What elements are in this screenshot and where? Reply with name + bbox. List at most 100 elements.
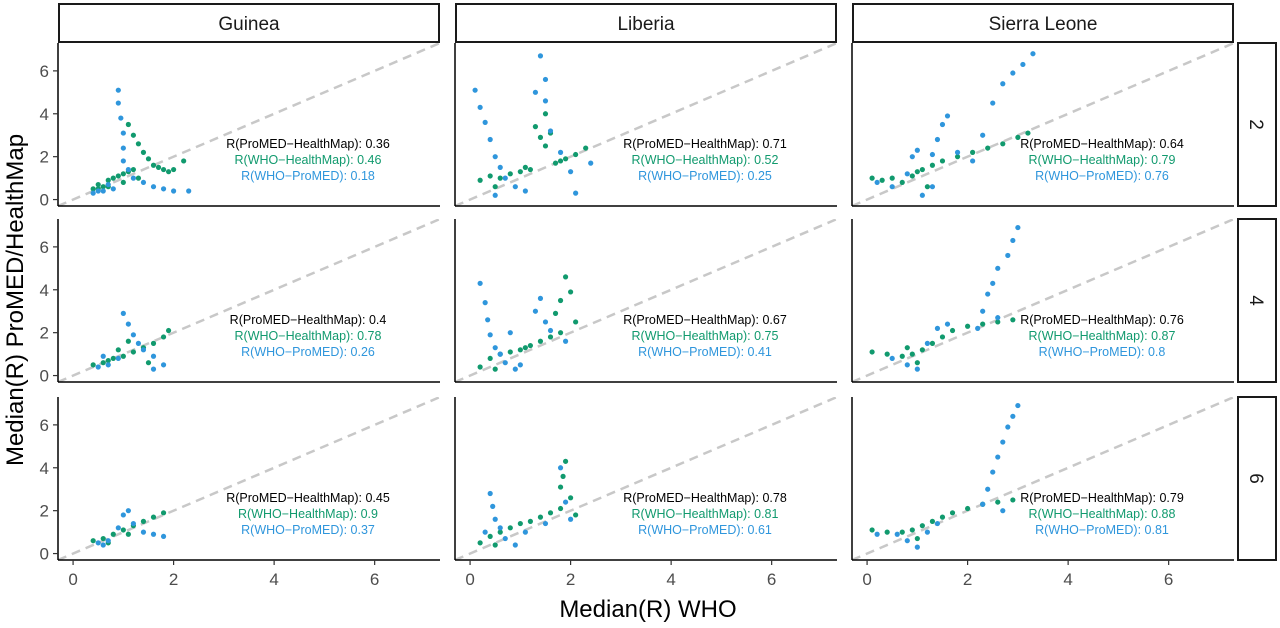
data-point — [497, 525, 503, 531]
data-point — [115, 173, 121, 179]
data-point — [171, 166, 177, 173]
facet-panel: R(ProMED−HealthMap): 0.36 R(WHO−HealthMap… — [58, 43, 440, 206]
correlation-annotation: R(ProMED−HealthMap): 0.4 — [230, 313, 387, 327]
data-point — [497, 175, 503, 181]
data-point — [562, 338, 569, 344]
identity-line — [58, 219, 440, 382]
data-point — [914, 147, 920, 153]
data-point — [120, 179, 126, 186]
data-point — [557, 297, 564, 304]
facet-panel: R(ProMED−HealthMap): 0.71 R(WHO−HealthMap… — [455, 43, 837, 206]
facet-panel: R(ProMED−HealthMap): 0.79 R(WHO−HealthMap… — [852, 397, 1234, 560]
correlation-annotation: R(WHO−ProMED): 0.18 — [241, 169, 375, 183]
data-point — [547, 327, 554, 334]
identity-line — [455, 397, 837, 560]
data-point — [115, 525, 121, 531]
data-point — [95, 181, 101, 188]
data-point — [990, 100, 996, 106]
data-point — [552, 310, 559, 316]
x-axis-title: Median(R) WHO — [559, 596, 736, 623]
data-point — [547, 128, 554, 134]
data-point — [492, 516, 498, 522]
y-tick-label: 2 — [40, 502, 49, 521]
data-point — [995, 499, 1001, 505]
identity-line — [852, 397, 1234, 560]
data-point — [552, 160, 559, 166]
data-point — [934, 136, 941, 143]
correlation-annotation: R(WHO−ProMED): 0.8 — [1039, 345, 1166, 359]
y-tick-label: 0 — [40, 191, 49, 210]
row-strip-label: 2 — [1245, 119, 1266, 130]
data-point — [135, 175, 142, 181]
data-point — [492, 345, 498, 351]
data-point — [909, 173, 915, 179]
data-point — [537, 295, 544, 301]
data-point — [929, 184, 936, 190]
data-point — [95, 540, 101, 546]
row-strip-label: 4 — [1245, 295, 1266, 306]
data-point — [899, 179, 905, 186]
data-point — [1015, 134, 1021, 140]
data-point — [512, 184, 518, 190]
facet-panel: R(ProMED−HealthMap): 0.78 R(WHO−HealthMap… — [455, 397, 837, 560]
data-point — [537, 514, 544, 520]
data-point — [100, 360, 106, 366]
data-point — [507, 349, 513, 355]
data-point — [1015, 402, 1021, 409]
data-point — [980, 308, 986, 314]
correlation-annotation: R(ProMED−HealthMap): 0.78 — [623, 491, 787, 505]
data-point — [130, 175, 136, 181]
data-point — [904, 171, 910, 177]
data-point — [560, 473, 566, 479]
data-point — [482, 119, 488, 125]
data-point — [995, 454, 1001, 460]
data-point — [919, 192, 925, 198]
data-point — [140, 179, 147, 186]
column-strips: Guinea Liberia Sierra Leone — [58, 3, 1234, 43]
data-point — [562, 499, 569, 505]
data-point — [970, 158, 976, 164]
data-point — [502, 360, 508, 366]
data-point — [120, 310, 126, 316]
data-point — [1010, 497, 1016, 503]
data-point — [914, 544, 920, 550]
data-point — [115, 100, 121, 106]
identity-line — [58, 397, 440, 560]
data-point — [507, 525, 513, 531]
data-point — [135, 141, 142, 147]
y-tick-label: 4 — [40, 459, 49, 478]
correlation-annotation: R(ProMED−HealthMap): 0.45 — [226, 491, 390, 505]
data-point — [562, 274, 569, 280]
column-strip-label: Guinea — [218, 14, 280, 35]
data-point — [482, 529, 488, 535]
data-point — [150, 162, 157, 168]
data-point — [125, 121, 131, 128]
row-strip-label: 6 — [1245, 473, 1266, 484]
data-point — [914, 360, 920, 366]
data-point — [472, 87, 478, 93]
data-point — [869, 527, 875, 533]
data-point — [150, 340, 157, 346]
data-point — [537, 53, 544, 59]
data-point — [899, 529, 905, 535]
data-point — [557, 330, 564, 336]
strip-box — [1237, 396, 1277, 561]
data-point — [155, 164, 162, 170]
x-tick-label: 2 — [169, 570, 178, 589]
data-point — [547, 334, 554, 340]
correlation-annotation: R(WHO−ProMED): 0.41 — [638, 345, 772, 359]
data-point — [1000, 508, 1006, 514]
data-point — [120, 353, 126, 359]
data-point — [135, 340, 142, 346]
data-point — [1030, 51, 1036, 57]
data-point — [160, 533, 167, 540]
data-point — [487, 332, 493, 338]
data-point — [115, 355, 121, 362]
data-point — [919, 166, 925, 173]
data-point — [105, 177, 111, 183]
data-point — [118, 115, 124, 121]
data-point — [150, 366, 157, 372]
data-point — [120, 171, 126, 177]
data-point — [884, 351, 890, 357]
